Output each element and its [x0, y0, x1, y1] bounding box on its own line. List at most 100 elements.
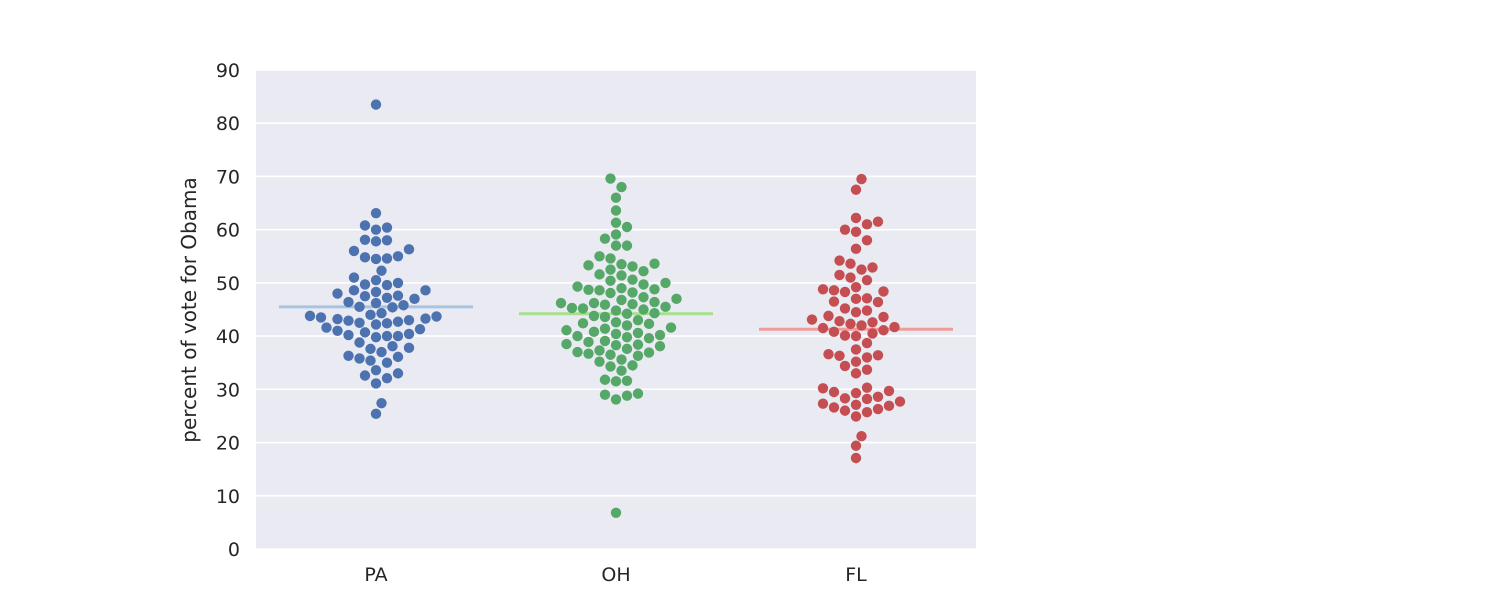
- data-point: [621, 308, 633, 319]
- data-point: [632, 388, 644, 399]
- data-point: [817, 322, 829, 334]
- data-point: [610, 507, 622, 519]
- data-point: [627, 298, 638, 310]
- data-point: [643, 318, 655, 330]
- data-point: [828, 386, 840, 398]
- data-point: [627, 261, 638, 272]
- data-point: [354, 337, 365, 348]
- data-point: [638, 265, 649, 277]
- data-point: [883, 385, 895, 397]
- data-point: [583, 336, 594, 348]
- data-point: [850, 440, 862, 451]
- data-point: [376, 265, 387, 276]
- y-tick-label: 70: [216, 166, 240, 188]
- data-point: [381, 235, 393, 246]
- data-point: [403, 244, 415, 255]
- data-point: [638, 292, 649, 303]
- data-point: [627, 287, 638, 298]
- data-point: [381, 318, 393, 329]
- data-point: [420, 313, 431, 324]
- data-point: [381, 357, 393, 368]
- data-point: [348, 272, 360, 283]
- data-point: [610, 394, 622, 405]
- data-point: [599, 299, 611, 310]
- data-point: [643, 347, 655, 358]
- data-point: [867, 262, 878, 273]
- data-point: [392, 277, 404, 289]
- data-point: [627, 360, 638, 371]
- data-point: [599, 323, 611, 334]
- data-point: [332, 313, 343, 325]
- data-point: [610, 205, 622, 216]
- data-point: [632, 314, 644, 326]
- data-point: [850, 293, 862, 305]
- x-tick-labels: PA OH FL: [364, 564, 867, 586]
- data-point: [850, 212, 862, 224]
- data-point: [376, 346, 387, 358]
- data-point: [392, 330, 404, 342]
- data-point: [304, 310, 316, 322]
- data-point: [348, 245, 360, 257]
- data-point: [561, 338, 572, 350]
- data-point: [572, 330, 583, 342]
- data-point: [381, 253, 393, 264]
- data-point: [610, 240, 622, 251]
- data-point: [806, 314, 818, 325]
- data-point: [850, 226, 862, 237]
- data-point: [594, 269, 605, 280]
- data-point: [856, 264, 867, 275]
- data-point: [572, 346, 583, 358]
- data-point: [583, 284, 594, 296]
- data-point: [856, 173, 867, 185]
- data-point: [861, 407, 873, 418]
- data-point: [616, 259, 627, 270]
- data-point: [627, 274, 638, 285]
- data-point: [632, 350, 644, 362]
- data-point: [823, 349, 834, 360]
- data-point: [403, 328, 415, 340]
- data-point: [409, 293, 420, 305]
- data-point: [861, 337, 873, 349]
- data-point: [605, 287, 616, 299]
- data-point: [671, 293, 682, 305]
- data-point: [431, 311, 442, 322]
- data-point: [839, 286, 851, 298]
- data-point: [839, 360, 851, 372]
- data-point: [359, 279, 371, 290]
- data-point: [588, 310, 600, 322]
- data-point: [621, 240, 633, 251]
- data-point: [850, 452, 862, 464]
- y-tick-label: 40: [216, 326, 240, 348]
- data-point: [370, 378, 382, 389]
- data-point: [381, 330, 393, 342]
- data-point: [359, 234, 371, 245]
- data-point: [856, 320, 867, 331]
- y-tick-label: 10: [216, 486, 240, 508]
- data-point: [605, 275, 616, 286]
- data-point: [610, 305, 622, 316]
- data-point: [398, 300, 409, 311]
- data-point: [583, 348, 594, 359]
- data-point: [850, 344, 862, 355]
- data-point: [370, 364, 382, 376]
- data-point: [861, 219, 873, 230]
- data-point: [354, 317, 365, 329]
- data-point: [834, 350, 845, 362]
- data-point: [867, 328, 878, 339]
- data-point: [392, 351, 404, 363]
- data-point: [654, 329, 666, 341]
- x-tick-label: OH: [601, 564, 630, 586]
- data-point: [403, 314, 415, 326]
- y-tick-label: 90: [216, 60, 240, 82]
- data-point: [654, 341, 666, 352]
- data-point: [850, 243, 862, 255]
- data-point: [610, 328, 622, 340]
- data-point: [861, 235, 873, 246]
- data-point: [621, 320, 633, 331]
- data-point: [621, 331, 633, 343]
- data-point: [610, 229, 622, 240]
- data-point: [817, 284, 829, 295]
- data-point: [376, 397, 387, 409]
- data-point: [420, 285, 431, 296]
- data-point: [610, 339, 622, 351]
